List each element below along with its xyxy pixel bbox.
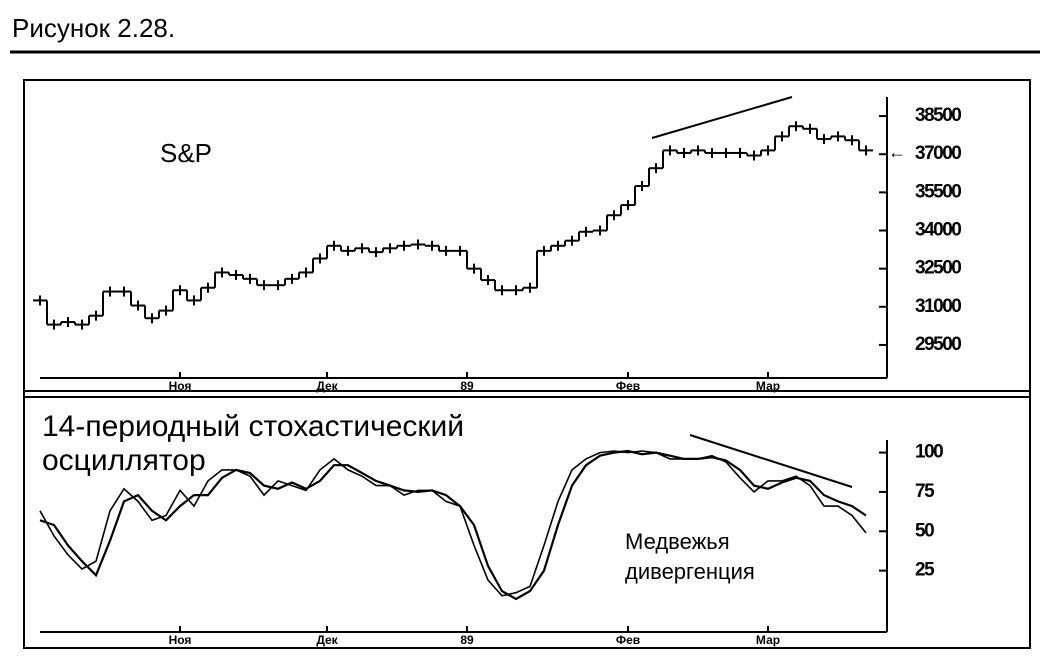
oscillator-line xyxy=(39,449,867,601)
x-tick-label: Мар xyxy=(756,633,780,647)
y-tick-label: 35500 xyxy=(915,181,961,202)
y-tick-label: 37000 xyxy=(915,143,961,164)
y-tick-label: 25 xyxy=(915,560,935,581)
annotation: S&P xyxy=(160,138,212,168)
x-tick-label: 89 xyxy=(460,633,474,647)
oscillator-line xyxy=(39,450,867,597)
x-tick-label: Ноя xyxy=(169,379,192,393)
annotation: осциллятор xyxy=(42,444,206,477)
annotation: 14-периодный стохастический xyxy=(42,410,464,443)
y-tick-label: 29500 xyxy=(915,334,961,355)
x-tick-label: Дек xyxy=(316,379,338,393)
y-tick-label: 34000 xyxy=(915,220,961,241)
trend-line xyxy=(651,96,793,139)
figure-title: Рисунок 2.28. xyxy=(12,13,175,43)
y-tick-label: 31000 xyxy=(915,296,961,317)
y-tick-label: 32500 xyxy=(915,258,961,279)
annotation: Медвежья xyxy=(625,529,730,554)
y-tick-label: 50 xyxy=(915,520,934,541)
y-tick-label: 75 xyxy=(915,481,935,502)
x-tick-label: Фев xyxy=(616,633,640,647)
frame xyxy=(23,79,1031,649)
x-tick-label: Ноя xyxy=(169,633,192,647)
trend-line xyxy=(689,434,853,488)
x-tick-label: 89 xyxy=(460,379,474,393)
x-tick-label: Мар xyxy=(756,379,780,393)
annotation: дивергенция xyxy=(625,559,755,584)
y-tick-label: 100 xyxy=(915,442,943,463)
arrow: ← xyxy=(888,142,906,162)
x-tick-label: Дек xyxy=(316,633,338,647)
y-tick-label: 38500 xyxy=(915,105,961,126)
x-tick-label: Фев xyxy=(616,379,640,393)
